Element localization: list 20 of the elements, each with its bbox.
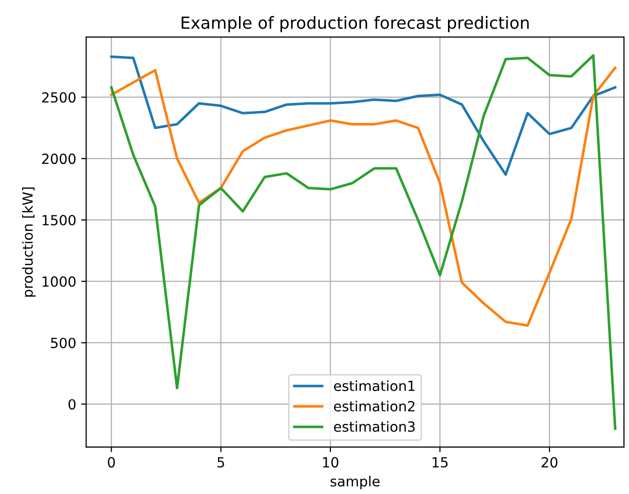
x-tick-label: 5 xyxy=(218,457,224,468)
x-tick-label: 20 xyxy=(542,457,558,468)
line-series xyxy=(110,55,616,176)
y-axis-title: production [kW] xyxy=(22,187,36,297)
legend-label: estimation3 xyxy=(334,421,415,432)
y-tick-label: 2500 xyxy=(42,92,76,103)
x-tick-label: 0 xyxy=(108,457,115,468)
legend-label: estimation2 xyxy=(334,400,414,412)
x-tick-label: 15 xyxy=(432,457,448,468)
y-tick-label: 2000 xyxy=(42,154,76,164)
y-tick-label: 0 xyxy=(68,399,76,410)
y-tick-label: 1500 xyxy=(42,214,76,226)
chart-title: Example of production forecast prediction xyxy=(182,16,529,32)
line-series xyxy=(110,66,616,327)
x-axis-title: sample xyxy=(330,476,380,490)
y-tick-label: 500 xyxy=(51,338,76,348)
x-tick-label: 10 xyxy=(323,457,338,468)
line-series xyxy=(110,54,616,430)
legend-label: estimation1 xyxy=(334,380,415,392)
y-tick-label: 1000 xyxy=(42,276,76,287)
